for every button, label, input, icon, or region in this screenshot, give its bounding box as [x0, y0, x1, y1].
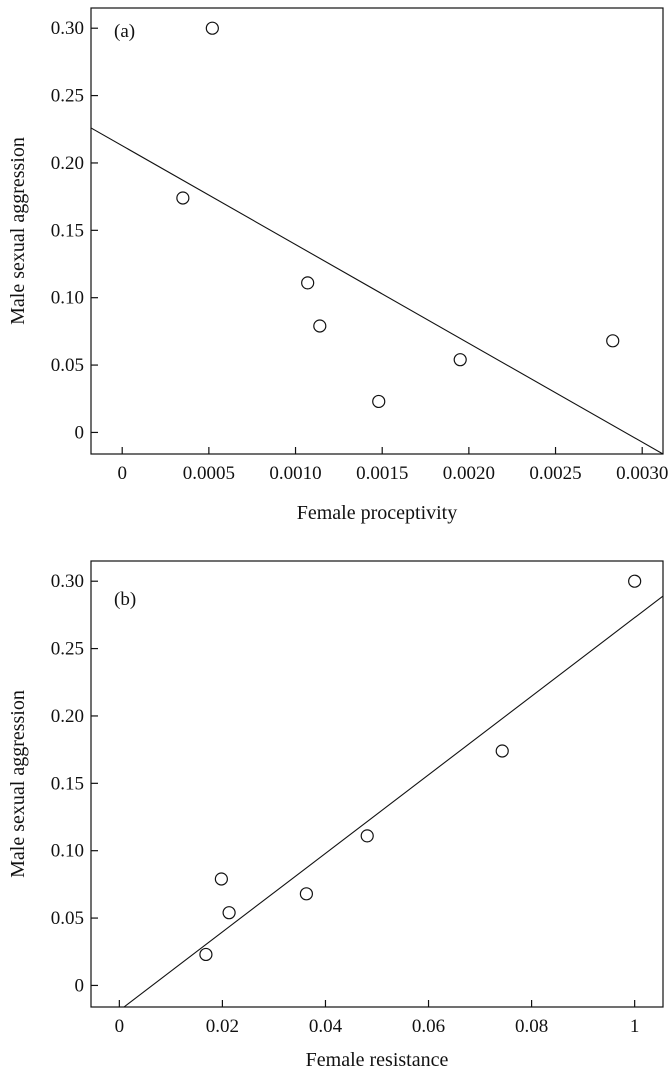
data-point-b — [360, 829, 374, 843]
y-tick-label-b: 0.05 — [51, 908, 84, 929]
x-tick-label-a: 0.0015 — [356, 463, 408, 484]
data-point-a — [453, 353, 467, 367]
x-tick-label-b: 0.06 — [412, 1016, 445, 1037]
x-axis-title-a: Female proceptivity — [297, 502, 458, 524]
y-tick-label-b: 0.30 — [51, 571, 84, 592]
x-tick-label-a: 0.0030 — [616, 463, 668, 484]
panel-label-b: (b) — [114, 589, 136, 610]
plot-frame-a — [90, 7, 664, 455]
x-tick-label-b: 0.08 — [515, 1016, 548, 1037]
data-point-a — [313, 319, 327, 333]
y-tick-label-a: 0.10 — [51, 288, 84, 309]
tick-group-a: 0 0.0005 0.0010 0.0015 0.0020 0.0025 0.0030 0 0.… — [51, 18, 669, 484]
data-point-a — [372, 394, 386, 409]
y-tick-label-a: 0 — [75, 422, 85, 443]
data-point-b — [199, 947, 213, 962]
data-point-b — [495, 744, 509, 758]
regression-line-a — [90, 127, 664, 455]
x-tick-label-b: 0.02 — [206, 1016, 239, 1037]
x-tick-label-a: 0.0020 — [443, 463, 495, 484]
marks-group-a — [90, 21, 664, 455]
data-point-b — [222, 906, 236, 920]
x-tick-label-a: 0.0005 — [183, 463, 235, 484]
data-point-b — [299, 887, 314, 901]
data-point-a — [606, 334, 620, 348]
y-tick-label-b: 0 — [75, 975, 85, 996]
data-point-a — [176, 191, 190, 205]
panel-label-a: (a) — [114, 21, 135, 42]
data-point-b — [628, 574, 642, 588]
x-tick-label-a: 0.0025 — [529, 463, 581, 484]
y-tick-label-a: 0.05 — [51, 355, 84, 376]
x-tick-label-b: 0 — [115, 1016, 125, 1037]
y-tick-label-b: 0.20 — [51, 706, 84, 727]
x-tick-label-b: 0.04 — [309, 1016, 343, 1037]
regression-line-b — [123, 595, 664, 1008]
y-tick-label-b: 0.10 — [51, 841, 84, 862]
data-point-a — [205, 21, 219, 35]
y-tick-label-a: 0.30 — [51, 18, 84, 39]
data-point-b — [214, 872, 228, 886]
marks-group-b — [123, 574, 664, 1008]
y-tick-label-b: 0.15 — [51, 773, 84, 794]
plot-frame-b — [90, 560, 664, 1008]
y-tick-label-b: 0.25 — [51, 639, 84, 660]
y-tick-label-a: 0.25 — [51, 86, 84, 107]
x-tick-label-b: 1 — [630, 1016, 640, 1037]
tick-group-b: 0 0.02 0.04 0.06 0.08 1 0 0.05 0.10 0.15 0.20 0.25 0… — [51, 571, 640, 1037]
x-tick-label-a: 0 — [117, 463, 127, 484]
panel-a: (a) Female proceptivity Male sexual aggr… — [7, 7, 669, 524]
y-tick-label-a: 0.20 — [51, 153, 84, 174]
data-point-a — [301, 276, 315, 290]
x-tick-label-a: 0.0010 — [269, 463, 321, 484]
y-axis-title-a: Male sexual aggression — [7, 137, 29, 325]
x-axis-title-b: Female resistance — [306, 1049, 449, 1071]
panel-b: (b) Female resistance Male sexual aggres… — [7, 560, 664, 1071]
y-tick-label-a: 0.15 — [51, 220, 84, 241]
y-axis-title-b: Male sexual aggression — [7, 690, 29, 878]
